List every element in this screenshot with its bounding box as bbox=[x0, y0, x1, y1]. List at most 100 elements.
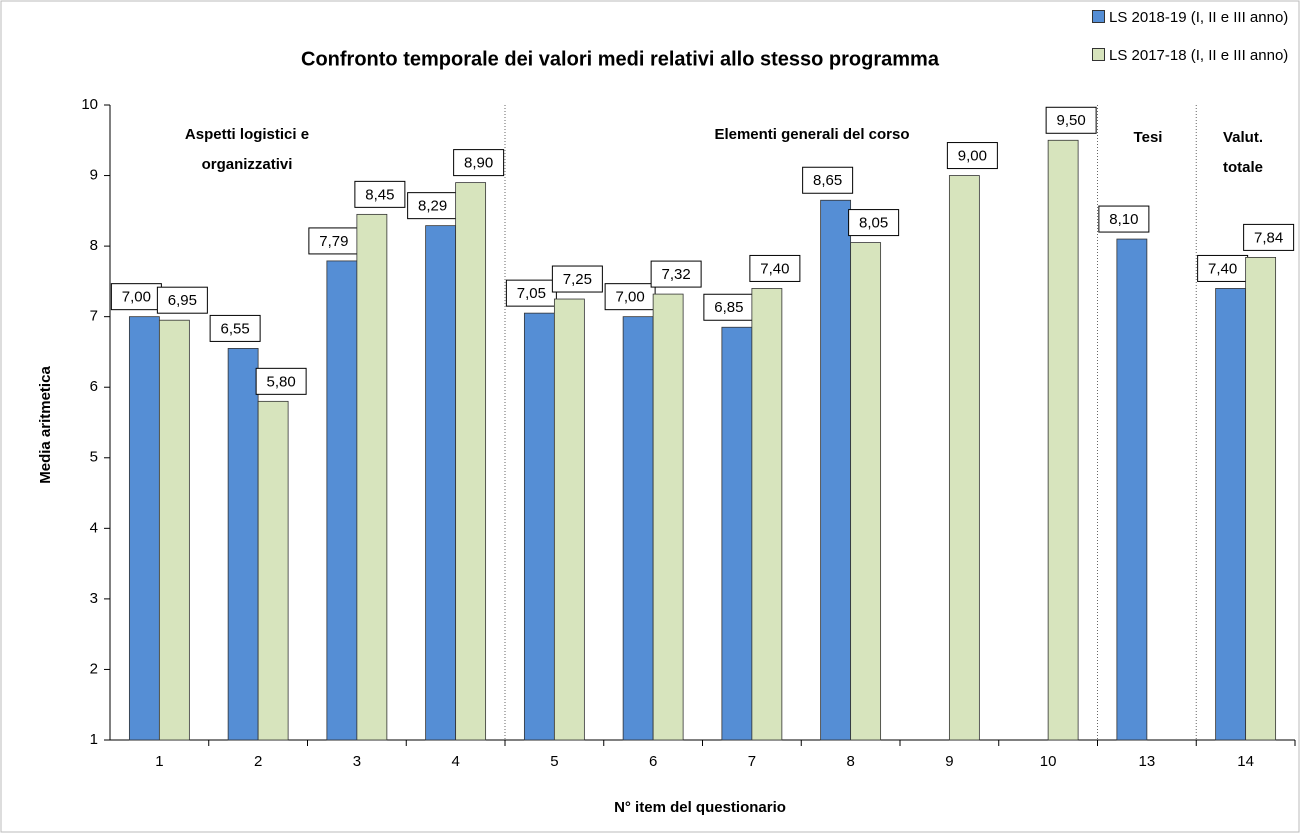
x-axis-label: N° item del questionario bbox=[614, 799, 786, 816]
bar bbox=[523, 312, 555, 741]
value-label-box bbox=[802, 166, 854, 194]
bar bbox=[1047, 139, 1079, 741]
section-label: Valut. bbox=[1223, 129, 1263, 146]
bar bbox=[425, 225, 457, 741]
y-tick-label: 9 bbox=[90, 167, 98, 184]
value-label-box bbox=[156, 286, 208, 314]
value-label-box bbox=[749, 254, 801, 282]
bar bbox=[622, 316, 654, 741]
value-label: 7,00 bbox=[616, 289, 645, 306]
legend-swatch bbox=[1092, 10, 1105, 23]
bar bbox=[455, 182, 487, 741]
value-label: 7,00 bbox=[122, 289, 151, 306]
section-label: Elementi generali del corso bbox=[714, 126, 909, 143]
chart-title: Confronto temporale dei valori medi rela… bbox=[301, 48, 940, 70]
section-label: organizzativi bbox=[202, 156, 293, 173]
value-label-box bbox=[650, 260, 702, 288]
value-label-box bbox=[848, 209, 900, 237]
y-axis-label: Media aritmetica bbox=[37, 366, 54, 484]
bar bbox=[158, 319, 190, 741]
value-label: 7,84 bbox=[1254, 229, 1283, 246]
value-label-box bbox=[604, 283, 656, 311]
value-label: 9,00 bbox=[958, 148, 987, 165]
value-label: 5,80 bbox=[267, 373, 296, 390]
value-label: 7,05 bbox=[517, 285, 546, 302]
y-tick-label: 6 bbox=[90, 378, 98, 395]
legend-label: LS 2018-19 (I, II e III anno) bbox=[1109, 9, 1289, 26]
value-label: 8,90 bbox=[464, 155, 493, 172]
value-label-box bbox=[703, 293, 755, 321]
x-tick-label: 6 bbox=[649, 753, 657, 770]
bar bbox=[652, 293, 684, 741]
x-tick-label: 3 bbox=[353, 753, 361, 770]
bar bbox=[128, 316, 160, 741]
legend-item: LS 2017-18 (I, II e III anno) bbox=[1092, 46, 1292, 65]
value-label: 9,50 bbox=[1057, 112, 1086, 129]
value-label: 8,05 bbox=[859, 215, 888, 232]
value-label: 6,55 bbox=[221, 320, 250, 337]
legend-swatch bbox=[1092, 48, 1105, 61]
section-label: totale bbox=[1223, 159, 1263, 176]
value-label-box bbox=[308, 227, 360, 255]
value-label-box bbox=[209, 314, 261, 342]
bar bbox=[751, 288, 783, 741]
x-tick-label: 10 bbox=[1040, 753, 1057, 770]
value-label-box bbox=[1197, 254, 1249, 282]
value-label: 7,25 bbox=[563, 271, 592, 288]
value-label: 8,10 bbox=[1109, 211, 1138, 228]
value-label-box bbox=[354, 180, 406, 208]
y-tick-label: 8 bbox=[90, 237, 98, 254]
x-tick-label: 5 bbox=[550, 753, 558, 770]
bar bbox=[553, 298, 585, 741]
value-label: 6,95 bbox=[168, 292, 197, 309]
bar bbox=[1116, 238, 1148, 741]
value-label: 7,79 bbox=[319, 233, 348, 250]
y-tick-label: 4 bbox=[90, 519, 98, 536]
y-tick-label: 5 bbox=[90, 449, 98, 466]
value-label-box bbox=[505, 279, 557, 307]
bar bbox=[1215, 288, 1247, 741]
bar bbox=[721, 326, 753, 741]
x-tick-label: 13 bbox=[1139, 753, 1156, 770]
bar bbox=[227, 348, 259, 741]
value-label: 7,32 bbox=[662, 266, 691, 283]
x-tick-label: 2 bbox=[254, 753, 262, 770]
value-label: 8,29 bbox=[418, 198, 447, 215]
value-label: 7,40 bbox=[760, 260, 789, 277]
value-label: 8,65 bbox=[813, 172, 842, 189]
x-tick-label: 9 bbox=[945, 753, 953, 770]
y-tick-label: 3 bbox=[90, 590, 98, 607]
section-label: Tesi bbox=[1134, 129, 1163, 146]
legend-item: LS 2018-19 (I, II e III anno) bbox=[1092, 8, 1292, 27]
x-tick-label: 7 bbox=[748, 753, 756, 770]
x-tick-label: 4 bbox=[451, 753, 459, 770]
value-label-box bbox=[453, 149, 505, 177]
value-label-box bbox=[1098, 205, 1150, 233]
bar bbox=[820, 199, 852, 741]
legend-label: LS 2017-18 (I, II e III anno) bbox=[1109, 47, 1289, 64]
y-tick-label: 7 bbox=[90, 308, 98, 325]
value-label-box bbox=[110, 283, 162, 311]
x-tick-label: 1 bbox=[155, 753, 163, 770]
bar bbox=[850, 242, 882, 741]
bar bbox=[356, 213, 388, 741]
y-tick-label: 2 bbox=[90, 660, 98, 677]
bar bbox=[1245, 256, 1277, 741]
x-tick-label: 14 bbox=[1237, 753, 1254, 770]
value-label: 6,85 bbox=[714, 299, 743, 316]
value-label-box bbox=[255, 367, 307, 395]
value-label: 8,45 bbox=[365, 186, 394, 203]
bar bbox=[326, 260, 358, 741]
value-label-box bbox=[946, 142, 998, 170]
bar bbox=[948, 175, 980, 741]
value-label-box bbox=[551, 265, 603, 293]
section-label: Aspetti logistici e bbox=[185, 126, 309, 143]
bar bbox=[257, 400, 289, 741]
y-tick-label: 10 bbox=[81, 96, 98, 113]
y-tick-label: 1 bbox=[90, 731, 98, 748]
x-tick-label: 8 bbox=[846, 753, 854, 770]
value-label-box bbox=[1045, 106, 1097, 134]
value-label-box bbox=[1243, 223, 1295, 251]
